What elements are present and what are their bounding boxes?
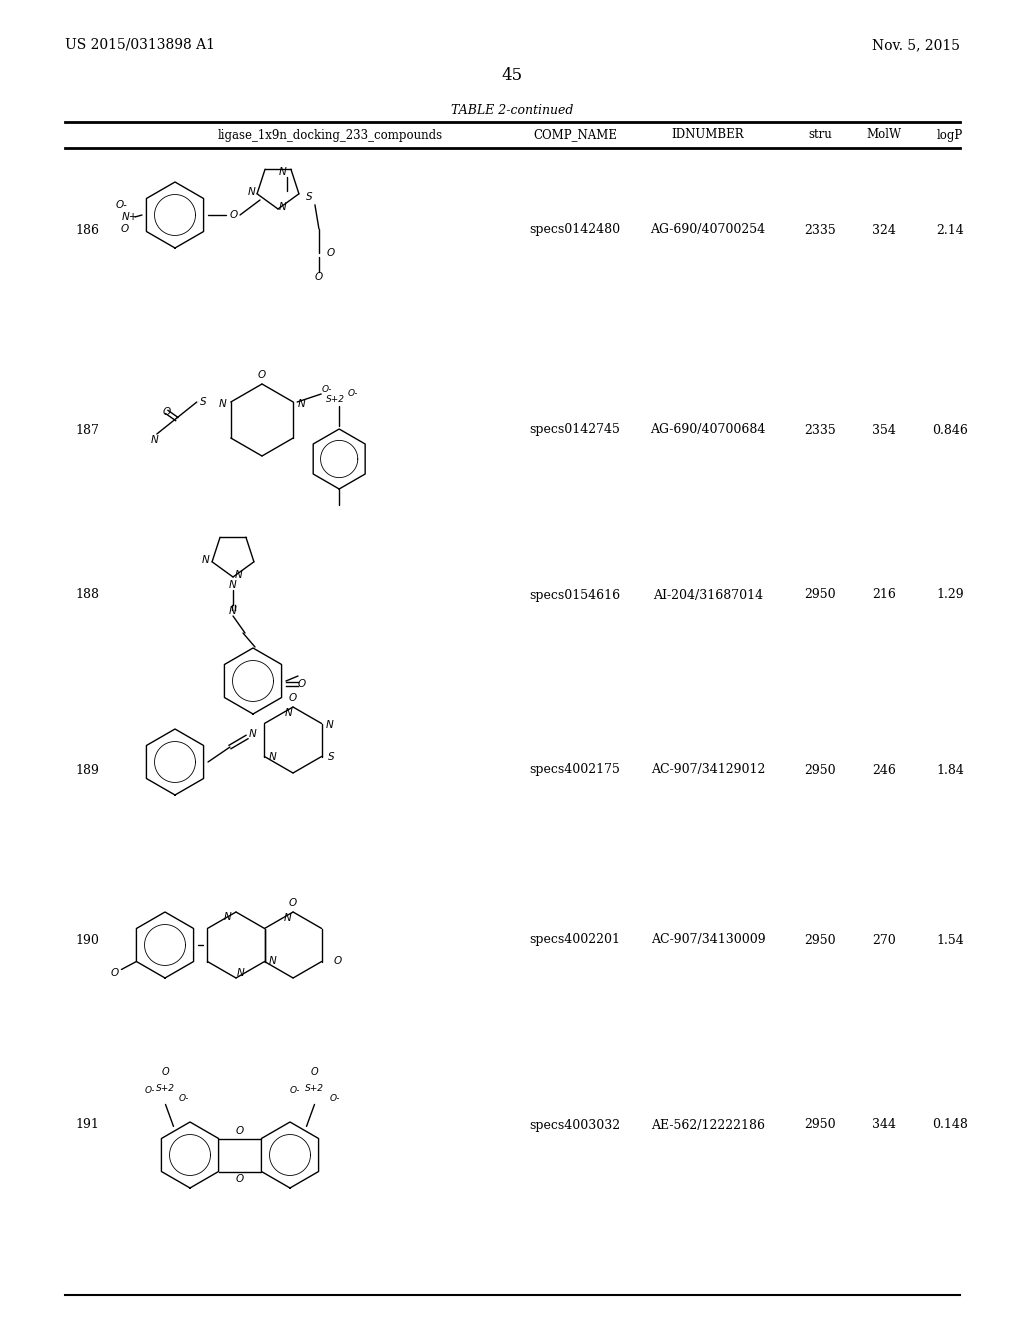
Text: O-: O-	[290, 1086, 300, 1094]
Text: specs4002201: specs4002201	[529, 933, 621, 946]
Text: O: O	[314, 272, 323, 281]
Text: O: O	[121, 224, 129, 234]
Text: Nov. 5, 2015: Nov. 5, 2015	[872, 38, 961, 51]
Text: O: O	[289, 898, 297, 908]
Text: O-: O-	[322, 385, 333, 395]
Text: N: N	[249, 729, 257, 739]
Text: IDNUMBER: IDNUMBER	[672, 128, 744, 141]
Text: O: O	[310, 1068, 318, 1077]
Text: specs4003032: specs4003032	[529, 1118, 621, 1131]
Text: O-: O-	[178, 1094, 188, 1104]
Text: AG-690/40700254: AG-690/40700254	[650, 223, 766, 236]
Text: 1.54: 1.54	[936, 933, 964, 946]
Text: 45: 45	[502, 66, 522, 83]
Text: N: N	[219, 399, 226, 409]
Text: 270: 270	[872, 933, 896, 946]
Text: O-: O-	[348, 389, 358, 399]
Text: US 2015/0313898 A1: US 2015/0313898 A1	[65, 38, 215, 51]
Text: O: O	[236, 1126, 244, 1135]
Text: O: O	[298, 678, 306, 689]
Text: 2335: 2335	[804, 223, 836, 236]
Text: 0.148: 0.148	[932, 1118, 968, 1131]
Text: O-: O-	[330, 1094, 340, 1104]
Text: 187: 187	[75, 424, 99, 437]
Text: N: N	[280, 202, 287, 213]
Text: O: O	[236, 1175, 244, 1184]
Text: AI-204/31687014: AI-204/31687014	[653, 589, 763, 602]
Text: 2335: 2335	[804, 424, 836, 437]
Text: N+: N+	[122, 213, 138, 222]
Text: 324: 324	[872, 223, 896, 236]
Text: 354: 354	[872, 424, 896, 437]
Text: N: N	[285, 913, 292, 923]
Text: ligase_1x9n_docking_233_compounds: ligase_1x9n_docking_233_compounds	[217, 128, 442, 141]
Text: O: O	[289, 693, 297, 704]
Text: 2950: 2950	[804, 763, 836, 776]
Text: 2950: 2950	[804, 589, 836, 602]
Text: N: N	[280, 168, 287, 177]
Text: 190: 190	[75, 933, 99, 946]
Text: 188: 188	[75, 589, 99, 602]
Text: N: N	[229, 606, 237, 616]
Text: S+2: S+2	[305, 1084, 324, 1093]
Text: N: N	[238, 968, 245, 978]
Text: MolW: MolW	[866, 128, 901, 141]
Text: 2.14: 2.14	[936, 223, 964, 236]
Text: 186: 186	[75, 223, 99, 236]
Text: N: N	[268, 751, 276, 762]
Text: 1.29: 1.29	[936, 589, 964, 602]
Text: N: N	[326, 721, 334, 730]
Text: stru: stru	[808, 128, 831, 141]
Text: O: O	[163, 407, 171, 417]
Text: S: S	[329, 751, 335, 762]
Text: O-: O-	[144, 1086, 155, 1094]
Text: O: O	[111, 969, 119, 978]
Text: S+2: S+2	[156, 1084, 175, 1093]
Text: N: N	[236, 570, 243, 579]
Text: COMP_NAME: COMP_NAME	[534, 128, 617, 141]
Text: 246: 246	[872, 763, 896, 776]
Text: specs0142745: specs0142745	[529, 424, 621, 437]
Text: N: N	[297, 399, 305, 409]
Text: AC-907/34130009: AC-907/34130009	[650, 933, 765, 946]
Text: 344: 344	[872, 1118, 896, 1131]
Text: N: N	[151, 436, 159, 445]
Text: 1.84: 1.84	[936, 763, 964, 776]
Text: logP: logP	[937, 128, 964, 141]
Text: N: N	[224, 912, 231, 921]
Text: 189: 189	[75, 763, 99, 776]
Text: O: O	[334, 957, 342, 966]
Text: N: N	[248, 187, 256, 197]
Text: O: O	[258, 370, 266, 380]
Text: O: O	[162, 1068, 169, 1077]
Text: specs4002175: specs4002175	[529, 763, 621, 776]
Text: 191: 191	[75, 1118, 99, 1131]
Text: N: N	[285, 708, 293, 718]
Text: AG-690/40700684: AG-690/40700684	[650, 424, 766, 437]
Text: S+2: S+2	[326, 395, 345, 404]
Text: AE-562/12222186: AE-562/12222186	[651, 1118, 765, 1131]
Text: O-: O-	[116, 201, 128, 210]
Text: AC-907/34129012: AC-907/34129012	[651, 763, 765, 776]
Text: N: N	[202, 554, 210, 565]
Text: TABLE 2-continued: TABLE 2-continued	[451, 103, 573, 116]
Text: 2950: 2950	[804, 1118, 836, 1131]
Text: N: N	[229, 579, 237, 590]
Text: specs0142480: specs0142480	[529, 223, 621, 236]
Text: 2950: 2950	[804, 933, 836, 946]
Text: specs0154616: specs0154616	[529, 589, 621, 602]
Text: S: S	[305, 191, 312, 202]
Text: O: O	[327, 248, 335, 257]
Text: O: O	[230, 210, 238, 220]
Text: 216: 216	[872, 589, 896, 602]
Text: S: S	[200, 397, 206, 407]
Text: 0.846: 0.846	[932, 424, 968, 437]
Text: N: N	[268, 957, 276, 966]
